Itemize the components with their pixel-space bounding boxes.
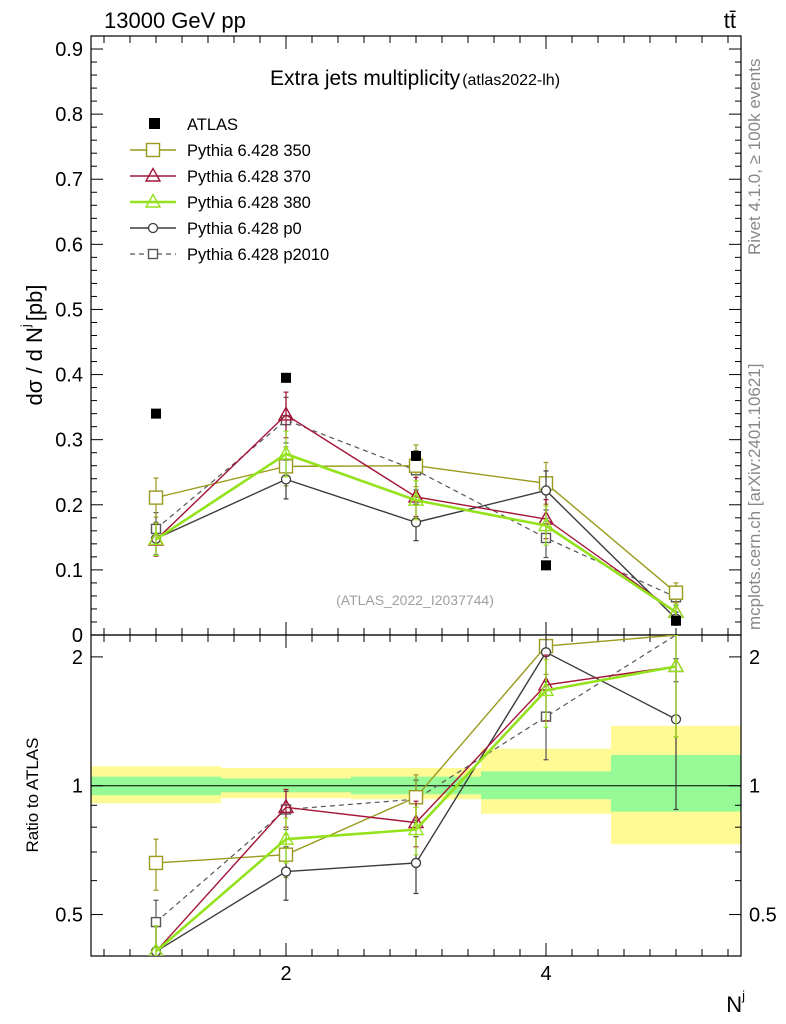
triangle-marker — [144, 167, 162, 182]
square-marker — [148, 855, 164, 871]
triangle-marker — [277, 830, 295, 845]
x-axis-title: Nj — [726, 988, 745, 1017]
svg-text:dσ / d Nj[pb]: dσ / d Nj[pb] — [18, 285, 47, 406]
triangle-marker — [147, 530, 165, 545]
atlas-data-points — [151, 372, 681, 626]
y-tick-label: 0.2 — [55, 495, 83, 517]
legend-label: Pythia 6.428 370 — [187, 168, 311, 186]
data-point — [411, 450, 421, 461]
circle-marker — [540, 485, 552, 496]
mcplots-side-label: mcplots.cern.ch [arXiv:2401.10621] — [745, 364, 764, 630]
data-point — [151, 408, 161, 419]
series-pythia-6-428-380 — [148, 635, 685, 956]
legend-entry: Pythia 6.428 p2010 — [130, 246, 329, 264]
ratio-tick-label: 2 — [749, 647, 760, 669]
triangle-marker — [667, 657, 685, 673]
square-marker — [408, 458, 424, 473]
y-tick-label: 0.7 — [55, 169, 83, 191]
legend-entry: Pythia 6.428 p0 — [130, 220, 302, 238]
triangle-marker — [148, 942, 164, 956]
ratio-tick-label: 0.5 — [55, 905, 83, 927]
y-tick-label: 0 — [72, 625, 83, 647]
triangle-marker — [407, 491, 425, 506]
legend-marker — [149, 118, 160, 129]
circle-marker — [280, 866, 292, 877]
y-axis-title: dσ / d Nj[pb] — [18, 285, 47, 406]
main-y-axis: 0 0.1 0.2 0.3 0.4 0.5 0.6 0.7 0.8 0.9 — [55, 39, 741, 647]
svg-text:Ratio to ATLAS: Ratio to ATLAS — [23, 738, 42, 853]
legend-label: Pythia 6.428 350 — [187, 142, 311, 160]
data-point — [671, 615, 681, 626]
legend-label: Pythia 6.428 380 — [187, 194, 311, 212]
y-tick-label: 0.8 — [55, 104, 83, 126]
y-tick-label: 0.1 — [55, 560, 83, 582]
triangle-marker — [144, 193, 162, 208]
legend-label: Pythia 6.428 p2010 — [187, 246, 329, 264]
ratio-tick-label: 1 — [72, 776, 83, 798]
data-point — [541, 560, 551, 571]
square-marker — [668, 585, 684, 600]
energy-label: 13000 GeV pp — [104, 8, 246, 33]
ratio-tick-label: 2 — [72, 647, 83, 669]
ratio-tick-label: 0.5 — [749, 905, 777, 927]
legend-entry: Pythia 6.428 350 — [130, 142, 311, 160]
legend: ATLAS Pythia 6.428 350 Pythia 6.428 370 Pyt… — [130, 116, 329, 264]
square-marker — [148, 490, 164, 505]
square-marker — [145, 142, 161, 158]
legend-entry: Pythia 6.428 370 — [130, 167, 311, 186]
process-label: tt̄ — [724, 8, 736, 33]
square-marker — [150, 916, 162, 928]
square-marker — [147, 248, 159, 260]
y-tick-label: 0.4 — [55, 365, 83, 387]
legend-entry: Pythia 6.428 380 — [130, 193, 311, 212]
ratio-tick-label: 1 — [749, 776, 760, 798]
data-point — [281, 372, 291, 383]
triangle-marker — [537, 681, 555, 697]
main-plot-panel: 0 0.1 0.2 0.3 0.4 0.5 0.6 0.7 0.8 0.9 — [55, 35, 742, 647]
legend-entry-atlas: ATLAS — [149, 116, 238, 134]
series-pythia-6-428-380 — [147, 430, 685, 621]
y-tick-label: 0.9 — [55, 39, 83, 61]
legend-label: ATLAS — [187, 116, 238, 134]
circle-marker — [147, 222, 159, 234]
y-tick-label: 0.3 — [55, 430, 83, 452]
x-tick-label: 4 — [540, 963, 551, 985]
ratio-y-axis-title: Ratio to ATLAS — [23, 738, 42, 853]
legend-label: Pythia 6.428 p0 — [187, 220, 302, 238]
triangle-marker — [537, 516, 555, 532]
triangle-marker — [277, 445, 295, 460]
analysis-id: (ATLAS_2022_I2037744) — [336, 592, 494, 608]
svg-text:Rivet 4.1.0, ≥ 100k events: Rivet 4.1.0, ≥ 100k events — [745, 59, 764, 255]
y-tick-label: 0.6 — [55, 234, 83, 256]
triangle-marker — [407, 820, 425, 836]
svg-text:mcplots.cern.ch [arXiv:2401.10: mcplots.cern.ch [arXiv:2401.10621] — [745, 364, 764, 630]
ratio-y-axis: 0.5 0.5 1 1 2 2 — [55, 647, 777, 927]
y-tick-label: 0.5 — [55, 299, 83, 321]
triangle-marker — [277, 798, 295, 814]
x-tick-label: 2 — [280, 963, 291, 985]
rivet-side-label: Rivet 4.1.0, ≥ 100k events — [745, 59, 764, 255]
ratio-plot-panel: 2 40.5 0.51 12 2 — [55, 36, 777, 985]
triangle-marker — [277, 405, 295, 421]
series-pythia-6-428-350 — [148, 444, 684, 604]
circle-marker — [410, 857, 422, 869]
chart-title: Extra jets multiplicity (atlas2022-lh) — [270, 67, 560, 90]
series-line — [155, 635, 677, 923]
